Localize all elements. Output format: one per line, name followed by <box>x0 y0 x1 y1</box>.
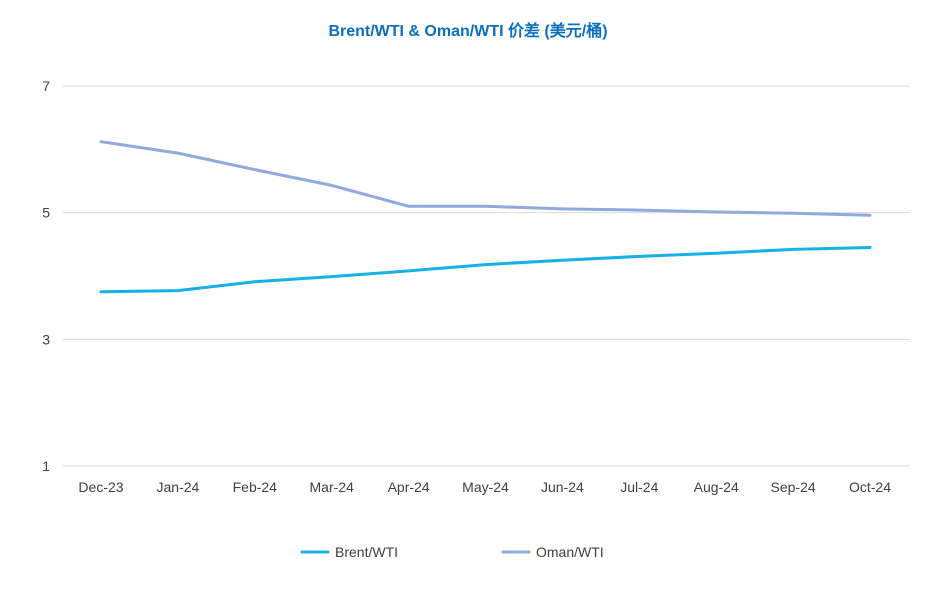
x-tick-label: May-24 <box>462 479 509 495</box>
x-tick-label: Dec-23 <box>78 479 123 495</box>
x-tick-label: Jan-24 <box>156 479 199 495</box>
legend-label: Oman/WTI <box>536 544 604 560</box>
x-tick-label: Oct-24 <box>849 479 891 495</box>
x-axis-ticks: Dec-23 Jan-24 Feb-24 Mar-24 Apr-24 May-24 Jun-… <box>78 479 891 495</box>
series-line-brent-wti <box>99 246 872 294</box>
series-line-oman-wti <box>99 140 872 217</box>
chart-title: Brent/WTI & Oman/WTI 价差 (美元/桶) <box>328 21 607 40</box>
x-tick-label: Sep-24 <box>771 479 816 495</box>
x-tick-label: Feb-24 <box>233 479 278 495</box>
y-tick-label: 3 <box>42 331 50 347</box>
legend-label: Brent/WTI <box>335 544 398 560</box>
y-tick-label: 5 <box>42 205 50 221</box>
y-axis-ticks: 1 3 5 7 <box>42 78 50 474</box>
x-tick-label: Aug-24 <box>694 479 739 495</box>
legend: Brent/WTI Oman/WTI <box>300 544 604 560</box>
y-tick-label: 1 <box>42 458 50 474</box>
y-tick-label: 7 <box>42 78 50 94</box>
x-tick-label: Apr-24 <box>388 479 430 495</box>
gridlines <box>63 85 910 467</box>
series-lines <box>99 140 872 294</box>
x-tick-label: Jun-24 <box>541 479 584 495</box>
x-tick-label: Jul-24 <box>620 479 658 495</box>
x-tick-label: Mar-24 <box>310 479 355 495</box>
